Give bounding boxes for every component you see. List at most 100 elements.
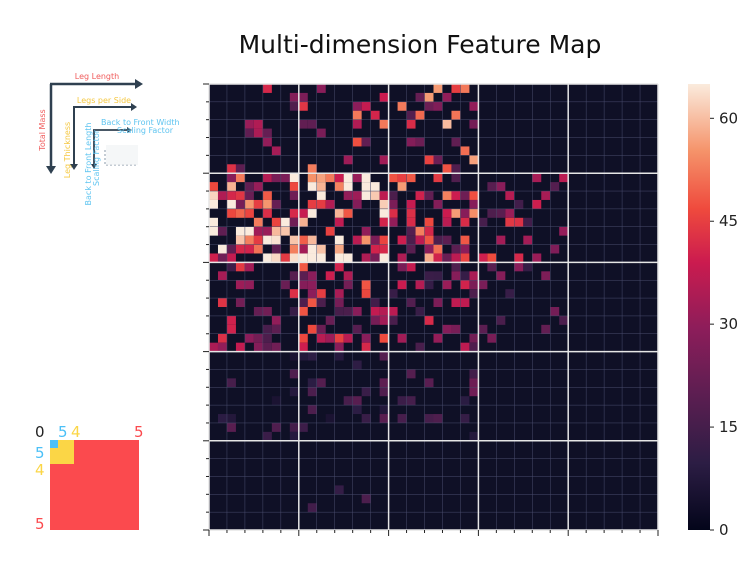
heatmap-cell	[379, 351, 389, 361]
heatmap-cell	[424, 280, 434, 290]
heatmap-cell	[496, 235, 506, 245]
heatmap-cell	[469, 199, 479, 209]
heatmap-cell	[289, 431, 299, 441]
heatmap-cell	[217, 191, 227, 200]
heatmap-cell	[226, 208, 236, 218]
heatmap-cell	[289, 235, 299, 245]
heatmap-cell	[505, 217, 515, 227]
heatmap-cell	[262, 199, 272, 209]
heatmap-cell	[352, 235, 362, 245]
heatmap-cell	[424, 217, 434, 227]
heatmap-cell	[271, 146, 281, 156]
heatmap-cell	[505, 191, 515, 200]
heatmap-cell	[235, 173, 245, 183]
heatmap-cell	[361, 182, 371, 192]
heatmap-cell	[271, 173, 281, 183]
heatmap-cell	[451, 84, 461, 93]
heatmap-cell	[307, 289, 317, 299]
heatmap-cell	[406, 217, 416, 227]
heatmap-cell	[244, 119, 254, 129]
heatmap-cell	[442, 217, 452, 227]
heatmap-cell	[433, 244, 443, 254]
heatmap-cell	[280, 217, 290, 227]
heatmap-cell	[415, 92, 425, 102]
heatmap-cell	[298, 253, 308, 263]
heatmap-cell	[451, 137, 461, 147]
heatmap-cell	[244, 280, 254, 290]
heatmap-cell	[316, 173, 326, 183]
heatmap-cell	[209, 217, 218, 227]
heatmap-cell	[289, 422, 299, 432]
heatmap-cell	[289, 173, 299, 183]
heatmap-cell	[397, 262, 407, 272]
heatmap-cell	[334, 208, 344, 218]
leg-thickness-label: Leg Thickness	[63, 122, 72, 178]
heatmap-cell	[451, 244, 461, 254]
heatmap-cell	[280, 280, 290, 290]
heatmap-cell	[334, 182, 344, 192]
heatmap-cell	[406, 226, 416, 236]
heatmap-cell	[397, 253, 407, 263]
heatmap-cell	[469, 280, 479, 290]
heatmap-cell	[298, 298, 308, 307]
heatmap-cell	[469, 431, 479, 441]
heatmap-cell	[370, 253, 380, 263]
heatmap-cell	[262, 235, 272, 245]
heatmap-cell	[334, 289, 344, 299]
heatmap-cell	[307, 182, 317, 192]
heatmap-cell	[334, 333, 344, 343]
heatmap-cell	[289, 289, 299, 299]
heatmap-cell	[298, 235, 308, 245]
heatmap-cell	[514, 253, 524, 263]
heatmap-cell	[253, 235, 263, 245]
heatmap-cell	[235, 342, 245, 352]
heatmap-cell	[298, 342, 308, 352]
heatmap-cell	[316, 84, 326, 93]
heatmap-cell	[352, 101, 362, 111]
heatmap-cell	[352, 110, 362, 120]
heatmap-cell	[307, 235, 317, 245]
heatmap-cell	[361, 289, 371, 299]
heatmap-cell	[235, 226, 245, 236]
heatmap-cell	[253, 333, 263, 343]
heatmap-cell	[496, 271, 506, 281]
heatmap-cell	[406, 137, 416, 147]
heatmap-cell	[442, 92, 452, 102]
heatmap-cell	[209, 253, 218, 263]
heatmap-cell	[316, 324, 326, 334]
heatmap-cell	[451, 271, 461, 281]
heatmap-cell	[361, 414, 371, 423]
heatmap-cell	[424, 101, 434, 111]
heatmap-cell	[271, 226, 281, 236]
heatmap-cell	[325, 414, 335, 423]
heatmap-cell	[271, 324, 281, 334]
heatmap-cell	[460, 191, 470, 200]
heatmap-cell	[559, 173, 569, 183]
heatmap-cell	[559, 315, 569, 325]
heatmap-cell	[469, 289, 479, 299]
heatmap-cell	[397, 173, 407, 183]
heatmap-cell	[397, 396, 407, 406]
heatmap-cell	[262, 342, 272, 352]
heatmap-cell	[280, 173, 290, 183]
heatmap-cell	[316, 191, 326, 200]
heatmap-cell	[244, 128, 254, 138]
heatmap-cell	[235, 208, 245, 218]
heatmap-cell	[343, 173, 353, 183]
heatmap-cell	[253, 307, 263, 316]
heatmap-cell	[433, 271, 443, 281]
colorbar-ticks: 0 15 30 45 60	[710, 109, 738, 539]
heatmap-cell	[523, 217, 533, 227]
heatmap-cell	[442, 191, 452, 200]
heatmap-cell	[541, 324, 551, 334]
heatmap-cell	[298, 119, 308, 129]
heatmap-cell	[460, 84, 470, 93]
total-mass-label: Total Mass	[38, 109, 47, 151]
heatmap-cell	[352, 307, 362, 316]
heatmap-cell	[415, 235, 425, 245]
heatmap-cell	[442, 119, 452, 129]
heatmap-cell	[442, 324, 452, 334]
heatmap-cell	[379, 307, 389, 316]
colorbar-tick-label: 45	[719, 212, 738, 230]
level-legend-left-label-0: 5	[35, 444, 45, 462]
